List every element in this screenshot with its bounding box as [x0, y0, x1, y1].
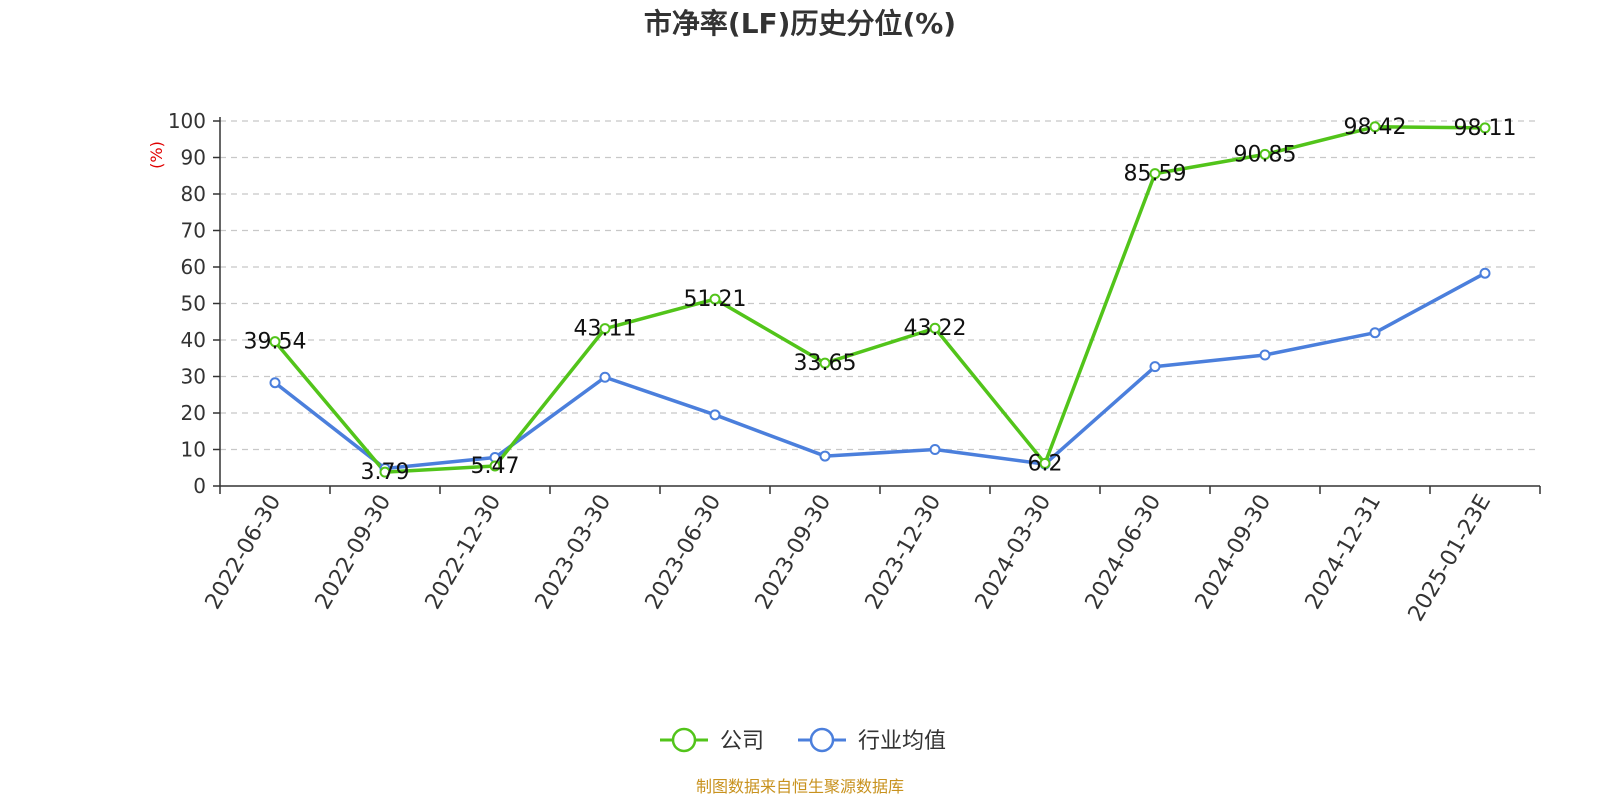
- data-point[interactable]: [709, 409, 721, 421]
- data-label: 3.79: [361, 460, 410, 485]
- x-tick-label: 2024-06-30: [1081, 491, 1167, 614]
- data-point[interactable]: [1149, 361, 1161, 373]
- x-tick-label: 2024-09-30: [1191, 491, 1277, 614]
- y-tick-label: 30: [181, 365, 206, 389]
- data-point[interactable]: [1479, 122, 1491, 134]
- y-tick-label: 90: [181, 146, 206, 170]
- data-label: 43.11: [574, 317, 637, 342]
- data-point[interactable]: [1259, 349, 1271, 361]
- legend[interactable]: 公司 行业均值: [660, 727, 946, 754]
- y-tick-label: 60: [181, 255, 206, 279]
- data-labels: 39.54 3.79 5.47 43.11 51.21 33.65 43.22 6.2 85.5…: [244, 115, 1517, 485]
- x-tick-label: 2023-06-30: [641, 491, 727, 614]
- data-point[interactable]: [1479, 267, 1491, 279]
- data-point[interactable]: [489, 460, 501, 472]
- series-layer: [269, 121, 1491, 478]
- y-tick-label: 20: [181, 401, 206, 425]
- series-line-行业均值: [273, 271, 1486, 471]
- legend-label: 行业均值: [858, 729, 946, 754]
- data-label: 90.85: [1234, 142, 1297, 167]
- y-tick-label: 100: [168, 109, 206, 133]
- x-tick-label: 2024-12-31: [1301, 491, 1387, 614]
- data-point[interactable]: [819, 450, 831, 462]
- data-point[interactable]: [1149, 168, 1161, 180]
- data-point[interactable]: [269, 377, 281, 389]
- x-tick-label: 2023-03-30: [531, 491, 617, 614]
- data-point[interactable]: [269, 336, 281, 348]
- y-tick-label: 70: [181, 219, 206, 243]
- data-label: 51.21: [684, 287, 747, 312]
- legend-item-公司[interactable]: 公司: [660, 727, 764, 754]
- data-point[interactable]: [1369, 121, 1381, 133]
- data-point[interactable]: [1259, 148, 1271, 160]
- data-label: 43.22: [904, 316, 967, 341]
- y-tick-label: 10: [181, 438, 206, 462]
- data-label: 98.11: [1454, 116, 1517, 141]
- legend-label: 公司: [720, 729, 764, 754]
- x-tick-label: 2025-01-23E: [1404, 491, 1497, 626]
- data-label: 85.59: [1124, 162, 1187, 187]
- x-axis: 2022-06-30 2022-09-30 2022-12-30 2023-03-30…: [201, 485, 1541, 626]
- data-label: 6.2: [1028, 451, 1063, 476]
- chart-title: 市净率(LF)历史分位(%): [644, 7, 956, 40]
- data-label: 5.47: [471, 454, 520, 479]
- data-point[interactable]: [819, 357, 831, 369]
- data-label: 33.65: [794, 351, 857, 376]
- grid-lines: [220, 120, 1540, 451]
- legend-marker: [809, 727, 835, 753]
- data-point[interactable]: [599, 371, 611, 383]
- data-point[interactable]: [929, 322, 941, 334]
- source-note: 制图数据来自恒生聚源数据库: [696, 777, 904, 796]
- x-tick-label: 2022-12-30: [421, 491, 507, 614]
- x-tick-label: 2022-09-30: [311, 491, 397, 614]
- y-tick-label: 80: [181, 182, 206, 206]
- x-tick-label: 2022-06-30: [201, 491, 287, 614]
- data-point[interactable]: [379, 466, 391, 478]
- y-tick-label: 0: [193, 474, 206, 498]
- data-point[interactable]: [709, 293, 721, 305]
- y-axis-label: (%): [147, 141, 166, 169]
- data-point[interactable]: [1039, 457, 1051, 469]
- y-axis: 0 10 20 30 40 50 60 70 80 90 100: [168, 109, 221, 498]
- x-tick-label: 2023-12-30: [861, 491, 947, 614]
- data-label: 39.54: [244, 330, 307, 355]
- x-tick-label: 2023-09-30: [751, 491, 837, 614]
- legend-item-行业均值[interactable]: 行业均值: [798, 727, 946, 754]
- data-point[interactable]: [599, 323, 611, 335]
- legend-marker: [671, 727, 697, 753]
- y-tick-label: 50: [181, 292, 206, 316]
- data-label: 98.42: [1344, 115, 1407, 140]
- data-point[interactable]: [929, 444, 941, 455]
- y-tick-label: 40: [181, 328, 206, 352]
- x-tick-label: 2024-03-30: [971, 491, 1057, 614]
- series-line-公司: [273, 125, 1486, 474]
- data-point[interactable]: [1369, 327, 1381, 339]
